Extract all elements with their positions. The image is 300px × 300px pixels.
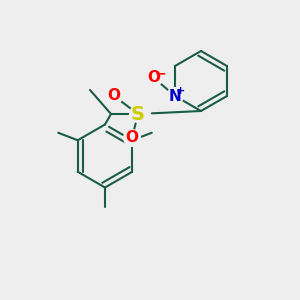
Text: O: O xyxy=(107,88,121,104)
Circle shape xyxy=(124,130,140,146)
Circle shape xyxy=(167,88,183,104)
Text: O: O xyxy=(148,70,160,86)
Circle shape xyxy=(106,88,122,104)
Text: S: S xyxy=(131,104,145,124)
Text: +: + xyxy=(176,86,185,96)
Text: O: O xyxy=(125,130,139,146)
Circle shape xyxy=(130,106,146,122)
Text: N: N xyxy=(169,88,182,104)
Text: −: − xyxy=(155,67,167,80)
Circle shape xyxy=(146,70,162,86)
